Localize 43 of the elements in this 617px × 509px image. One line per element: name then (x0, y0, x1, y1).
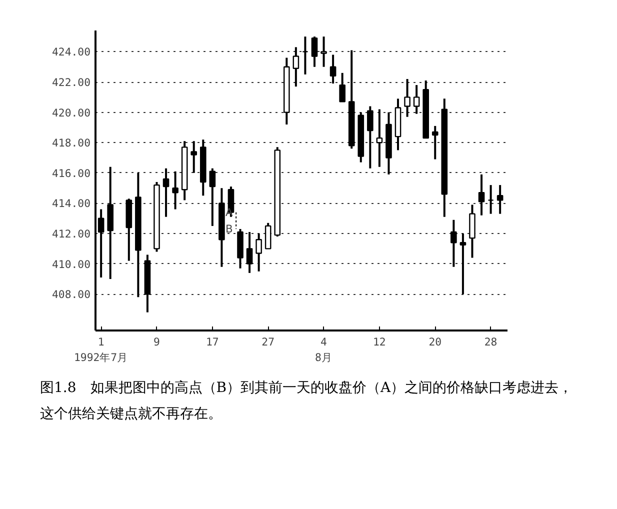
y-tick-label: 420.00 (52, 106, 91, 120)
x-tick-label: 4 8月 (315, 336, 332, 364)
candlestick (376, 108, 383, 168)
x-tick-label: 20 (428, 336, 442, 348)
y-tick-label: 414.00 (52, 197, 91, 210)
y-tick-label: 412.00 (52, 228, 91, 241)
y-tick-label: 410.00 (52, 258, 91, 271)
candlestick (172, 170, 178, 210)
candlestick (320, 36, 327, 68)
candlestick (432, 124, 438, 160)
candlestick (330, 54, 336, 85)
candlestick (478, 173, 485, 216)
y-tick-label: 422.00 (52, 76, 91, 90)
y-tick-label: 424.00 (52, 46, 91, 59)
candlestick (404, 78, 410, 118)
candlestick (162, 167, 170, 218)
x-tick-label: 17 (206, 336, 219, 348)
candlestick (460, 232, 466, 296)
candlestick (256, 232, 262, 272)
candlestick (488, 184, 494, 215)
candlestick (496, 184, 504, 215)
x-tick-label: 12 (373, 336, 386, 348)
candlestick (367, 105, 374, 170)
candlestick (246, 231, 253, 274)
candlestick (450, 218, 457, 268)
candlestick (302, 36, 308, 76)
candlestick (311, 36, 318, 68)
x-tick-label: 1 1992年7月 (74, 336, 128, 364)
y-tick-label: 408.00 (52, 288, 91, 302)
annotation: B (226, 222, 233, 236)
x-tick-label: 9 (154, 336, 160, 348)
candlestick (413, 84, 420, 115)
y-tick-label: 418.00 (52, 136, 91, 150)
x-tick-label: 28 (484, 336, 498, 348)
candlestick (190, 140, 198, 174)
y-tick-label: 416.00 (52, 166, 91, 180)
candlestick (292, 46, 300, 88)
annotation: A (226, 206, 234, 219)
candlestick (209, 167, 216, 227)
candlestick (339, 72, 346, 103)
caption: 图1.8 如果把图中的高点（B）到其前一天的收盘价（A）之间的价格缺口考虑进去，这个供给关键点就不再存在。 (40, 379, 574, 424)
x-tick-label: 27 (262, 336, 275, 348)
candlestick (264, 222, 272, 250)
